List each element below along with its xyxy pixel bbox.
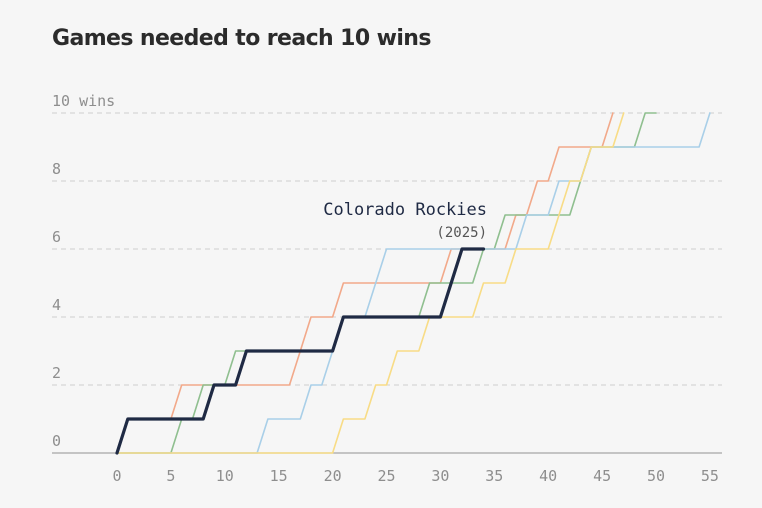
x-tick-label: 20 bbox=[324, 467, 342, 485]
x-tick-label: 50 bbox=[647, 467, 665, 485]
x-tick-label: 35 bbox=[485, 467, 503, 485]
series-lines bbox=[115, 112, 711, 455]
y-tick-label: 10 wins bbox=[52, 92, 115, 110]
x-tick-label: 15 bbox=[270, 467, 288, 485]
annotation: Colorado Rockies (2025) bbox=[323, 200, 487, 241]
y-tick-label: 0 bbox=[52, 432, 61, 450]
x-axis-labels: 0 5 10 15 20 25 30 35 40 45 50 55 bbox=[112, 467, 718, 485]
x-tick-label: 5 bbox=[166, 467, 175, 485]
y-tick-label: 4 bbox=[52, 296, 61, 314]
x-tick-label: 55 bbox=[701, 467, 719, 485]
annotation-team: Colorado Rockies bbox=[323, 200, 487, 220]
x-tick-label: 25 bbox=[377, 467, 395, 485]
chart-title: Games needed to reach 10 wins bbox=[52, 26, 431, 51]
x-tick-label: 45 bbox=[593, 467, 611, 485]
x-tick-label: 40 bbox=[539, 467, 557, 485]
series-line-highlight bbox=[115, 247, 486, 455]
annotation-year: (2025) bbox=[436, 225, 487, 241]
series-line-4 bbox=[116, 112, 625, 454]
y-axis-labels: 0 2 4 6 8 10 wins bbox=[52, 92, 115, 450]
y-tick-label: 8 bbox=[52, 160, 61, 178]
x-tick-label: 10 bbox=[216, 467, 234, 485]
x-tick-label: 30 bbox=[431, 467, 449, 485]
y-tick-label: 2 bbox=[52, 364, 61, 382]
x-tick-label: 0 bbox=[112, 467, 121, 485]
series-line-1 bbox=[116, 112, 614, 454]
y-tick-label: 6 bbox=[52, 228, 61, 246]
